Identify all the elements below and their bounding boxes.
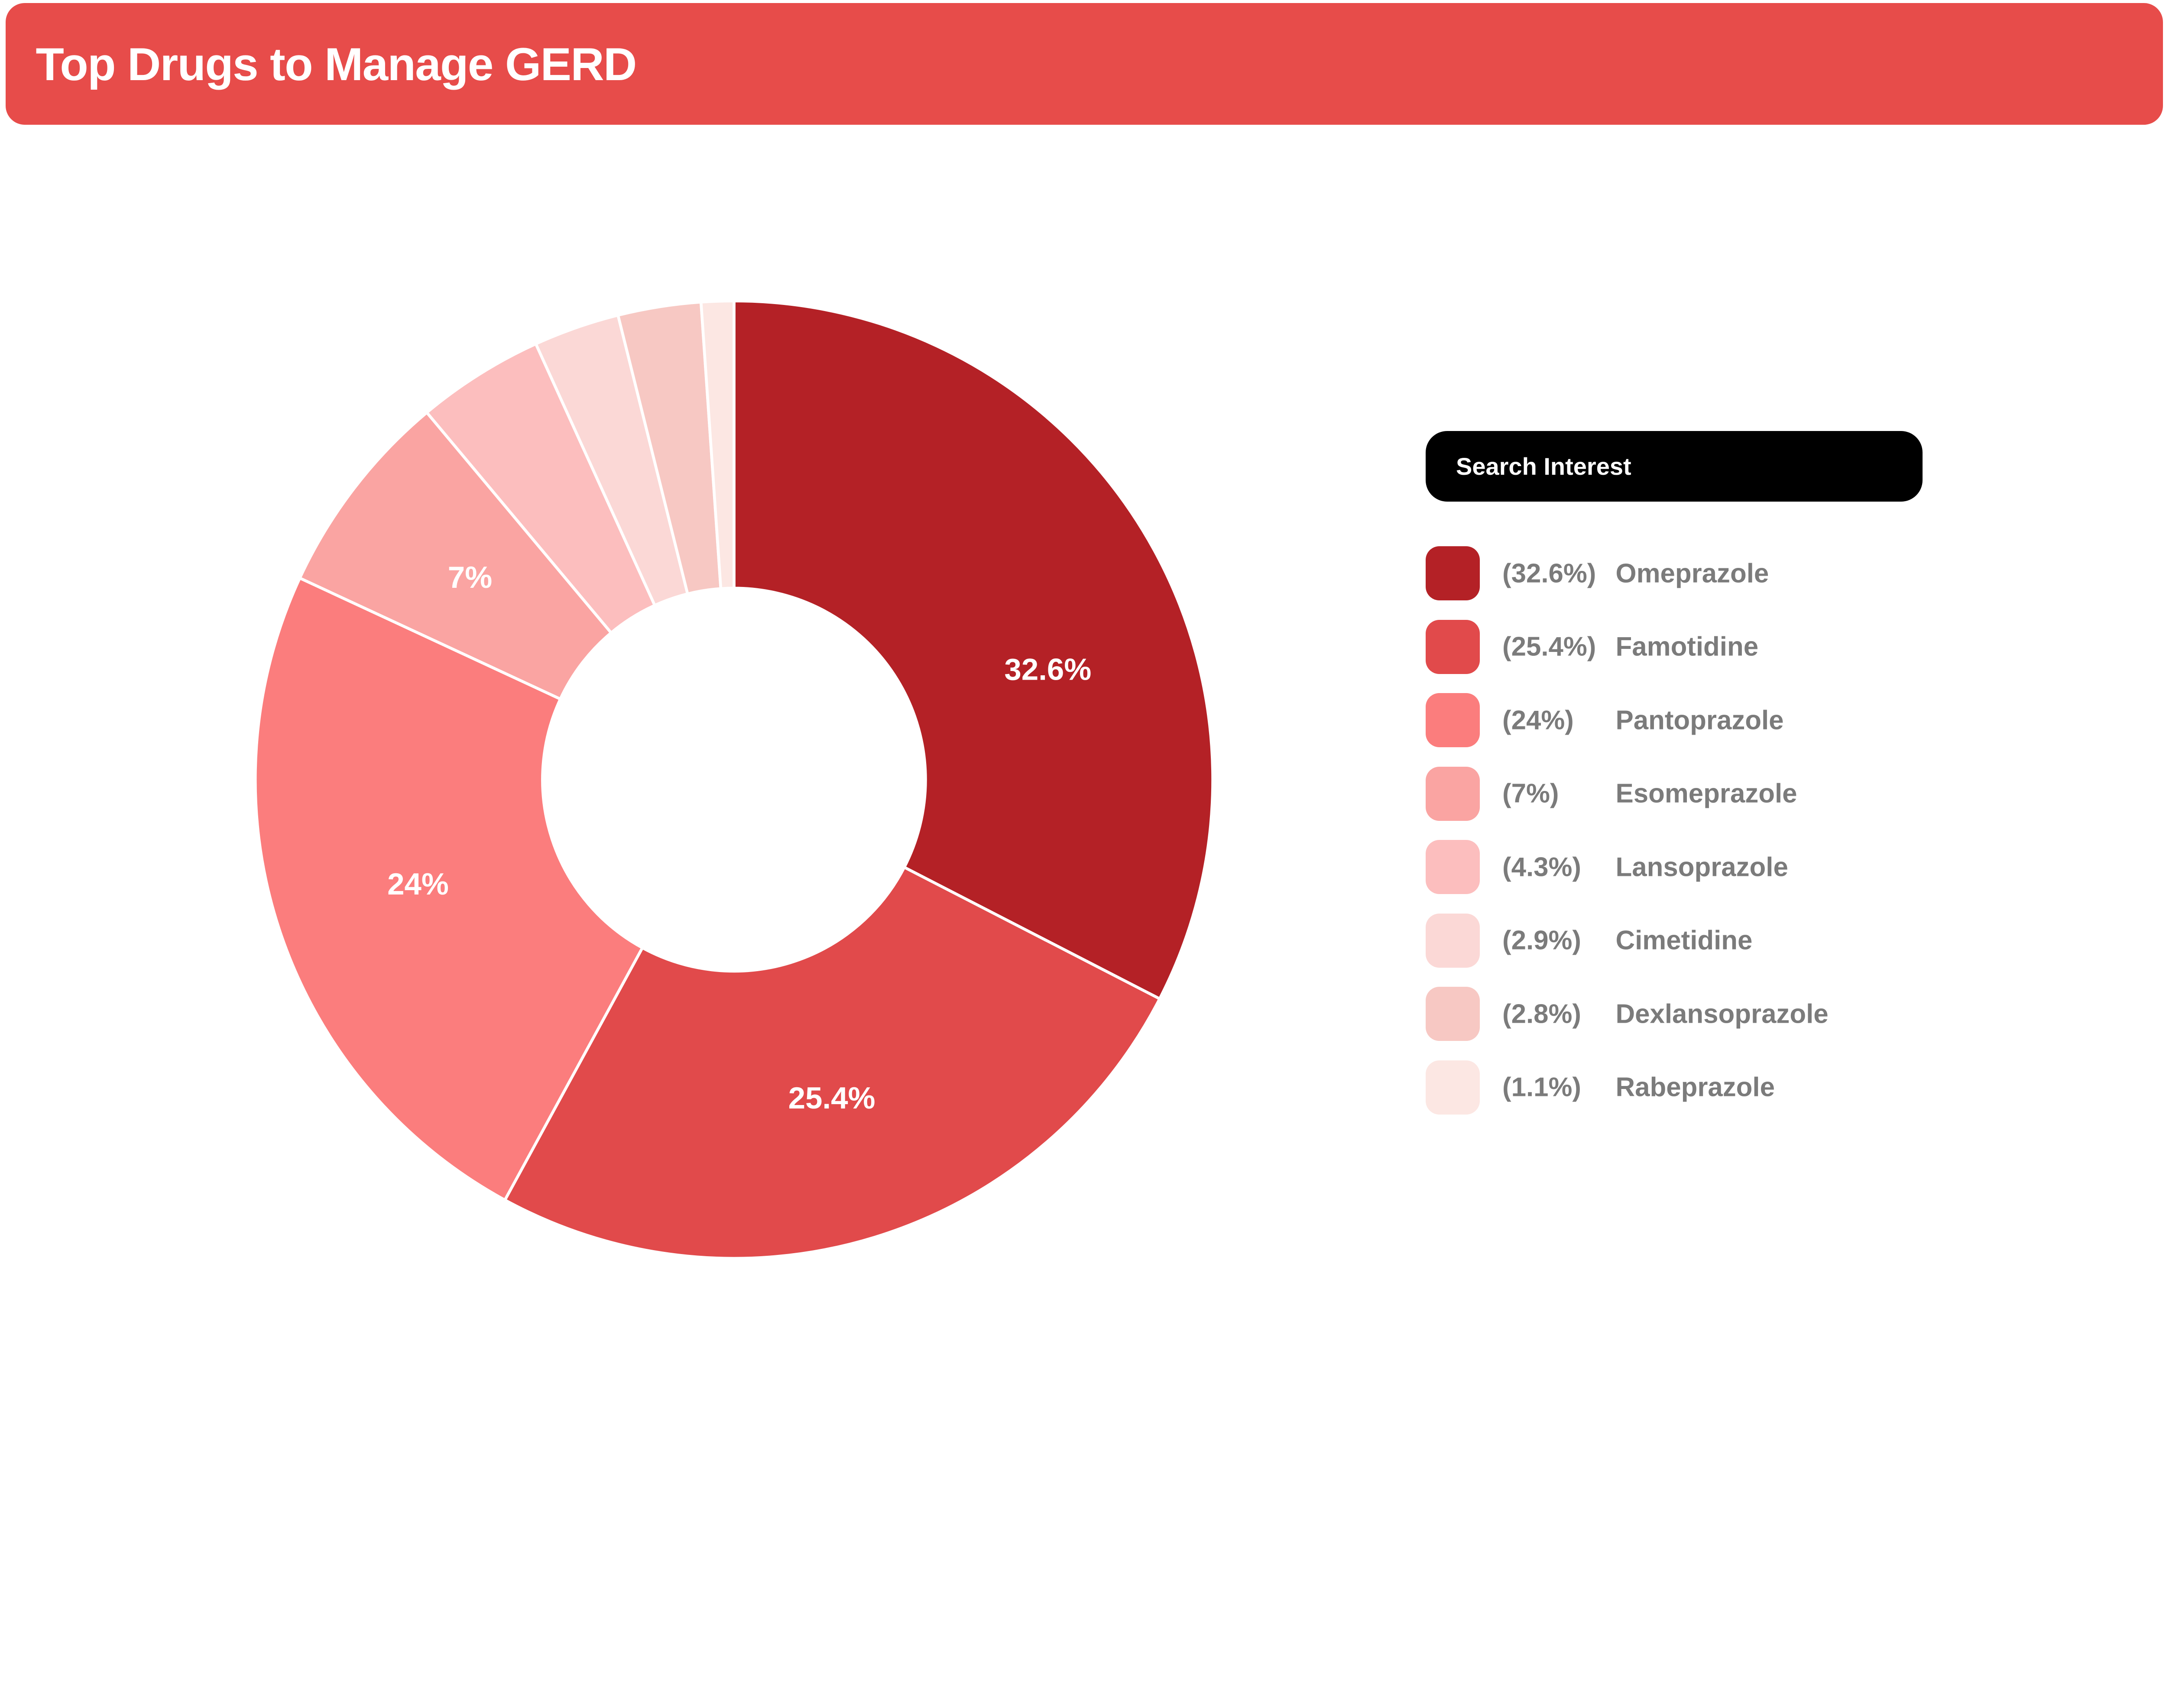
slice-label-pantoprazole: 24% [387,867,449,901]
legend-name: Lansoprazole [1615,852,1788,882]
color-swatch-rabeprazole [1426,1060,1480,1115]
legend-title: Search Interest [1456,453,1631,480]
legend-percent: (2.8%) [1502,999,1582,1029]
color-swatch-famotidine [1426,619,1480,674]
legend-name: Famotidine [1615,632,1759,662]
slice-label-famotidine: 25.4% [788,1081,875,1115]
legend-name: Esomeprazole [1615,778,1797,809]
legend-percent: (1.1%) [1502,1072,1582,1102]
legend-name: Omeprazole [1615,558,1769,588]
pie-slice-rabeprazole [699,299,736,590]
legend: Search Interest (32.6%) Omeprazole (25.4%)… [1426,431,2119,1134]
legend-percent: (32.6%) [1502,558,1596,588]
pie-slice-pantoprazole [254,576,645,1202]
legend-percent: (2.9%) [1502,925,1582,956]
slice-label-esomeprazole: 7% [448,561,492,595]
legend-items: (32.6%) Omeprazole (25.4%) Famotidine (24%) P… [1426,546,2119,1115]
legend-item-esomeprazole: (7%) Esomeprazole [1426,766,2119,821]
legend-name: Rabeprazole [1615,1072,1775,1102]
color-swatch-pantoprazole [1426,693,1480,747]
legend-name: Pantoprazole [1615,705,1784,735]
page-title: Top Drugs to Manage GERD [36,38,637,90]
legend-name: Cimetidine [1615,925,1753,956]
donut-chart: 32.6% 25.4% 24% 7% [254,299,1214,1260]
legend-percent: (25.4%) [1502,632,1596,662]
legend-item-omeprazole: (32.6%) Omeprazole [1426,546,2119,600]
infographic-page: Top Drugs to Manage GERD 32.6% 25.4% 24% 7%… [5,3,2163,1260]
color-swatch-omeprazole [1426,546,1480,600]
legend-item-pantoprazole: (24%) Pantoprazole [1426,693,2119,747]
slice-label-omeprazole: 32.6% [1004,653,1091,687]
legend-name: Dexlansoprazole [1615,999,1829,1029]
legend-percent: (24%) [1502,705,1574,735]
color-swatch-cimetidine [1426,913,1480,968]
pie-slice-omeprazole [733,299,1214,1001]
pie-slice-esomeprazole [298,410,613,701]
legend-percent: (7%) [1502,778,1559,809]
legend-title-pill: Search Interest [1426,431,1923,502]
legend-item-dexlansoprazole: (2.8%) Dexlansoprazole [1426,987,2119,1041]
legend-item-famotidine: (25.4%) Famotidine [1426,619,2119,674]
header-bar: Top Drugs to Manage GERD [5,3,2163,125]
color-swatch-esomeprazole [1426,766,1480,821]
legend-item-lansoprazole: (4.3%) Lansoprazole [1426,840,2119,894]
color-swatch-lansoprazole [1426,840,1480,894]
legend-percent: (4.3%) [1502,852,1582,882]
pie-slice-famotidine [503,865,1162,1260]
legend-item-cimetidine: (2.9%) Cimetidine [1426,913,2119,968]
legend-item-rabeprazole: (1.1%) Rabeprazole [1426,1060,2119,1115]
color-swatch-dexlansoprazole [1426,987,1480,1041]
